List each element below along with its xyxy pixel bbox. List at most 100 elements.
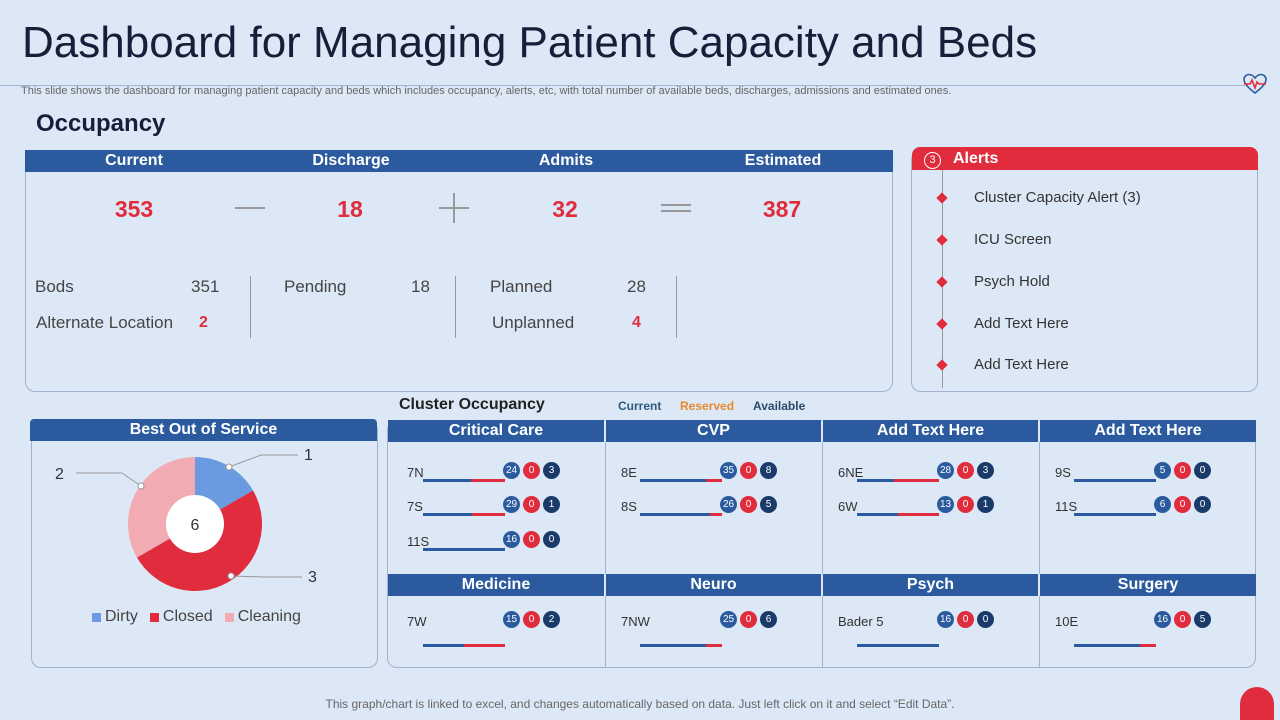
legend-swatch [92,612,101,622]
alerts-count-badge: 3 [924,152,941,169]
occupancy-progress-current [1074,644,1140,647]
occupancy-progress-current [857,513,898,516]
current-count-badge: 5 [1154,462,1171,479]
alert-item[interactable]: Add Text Here [974,315,1069,332]
reserved-count-badge: 0 [523,531,540,548]
estimated-value: 387 [762,196,802,222]
occupancy-progress-remaining [894,479,939,482]
cluster-divider [1039,596,1040,668]
discharge-value: 18 [337,196,363,222]
unit-label: 11S [407,534,430,549]
cluster-occupancy-title: Cluster Occupancy [399,396,545,413]
divider [455,276,456,338]
cluster-panel-title: Add Text Here [822,420,1038,442]
current-count-badge: 24 [503,462,520,479]
reserved-count-badge: 0 [1174,496,1191,513]
reserved-count-badge: 0 [523,462,540,479]
cluster-panel-title: CVP [605,420,821,442]
available-count-badge: 0 [1194,462,1211,479]
available-count-badge: 0 [543,531,560,548]
available-count-badge: 5 [760,496,777,513]
cluster-panel-title: Surgery [1039,574,1256,596]
alert-item[interactable]: ICU Screen [974,231,1052,248]
page-subtitle: This slide shows the dashboard for manag… [21,85,952,97]
admits-value: 32 [552,196,578,222]
unit-label: 7N [407,465,424,480]
alerts-header: 3 Alerts [912,147,1258,170]
current-count-badge: 28 [937,462,954,479]
occupancy-header: Current Discharge Admits Estimated [25,150,893,172]
pending-value: 18 [411,277,430,296]
alerts-panel [911,150,1258,392]
occupancy-heading: Occupancy [36,110,166,137]
callout-dot [225,463,233,471]
available-count-badge: 6 [760,611,777,628]
occupancy-progress-remaining [898,513,939,516]
unit-label: 6W [838,499,858,514]
page-title: Dashboard for Managing Patient Capacity … [22,18,1038,67]
reserved-count-badge: 0 [1174,611,1191,628]
beds-value: 351 [191,277,220,296]
occupancy-progress-remaining [706,644,722,647]
donut-chart[interactable]: 6 1 2 3 [40,445,370,600]
current-count-badge: 15 [503,611,520,628]
planned-label: Planned [490,277,553,296]
heartbeat-icon [1243,73,1267,95]
reserved-count-badge: 0 [1174,462,1191,479]
current-count-badge: 16 [1154,611,1171,628]
alternate-location-label: Alternate Location [36,313,174,332]
unplanned-value: 4 [632,314,641,331]
cluster-divider [822,442,823,574]
occupancy-progress-current [423,548,505,551]
unit-label: 7W [407,614,427,629]
cluster-divider [822,596,823,668]
occupancy-progress-current [857,479,894,482]
legend-label: Cleaning [237,608,301,625]
occupancy-col-admits: Admits [538,152,594,169]
current-count-badge: 13 [937,496,954,513]
cluster-panel-title: Critical Care [388,420,604,442]
occupancy-progress-remaining [710,513,722,516]
callout-line [228,454,262,468]
occupancy-progress-current [640,644,706,647]
unit-label: 6NE [838,465,864,480]
legend-item-cleaning: Cleaning [224,608,301,626]
beds-label: Bods [35,277,74,296]
title-divider [0,85,1245,86]
alert-item[interactable]: Psych Hold [974,273,1050,290]
occupancy-col-current: Current [105,152,163,169]
footer-note: This graph/chart is linked to excel, and… [325,697,955,711]
plus-icon [439,193,469,223]
callout-label-dirty: 1 [304,447,313,464]
occupancy-progress-current [857,644,939,647]
unit-label: 10E [1055,614,1079,629]
available-count-badge: 1 [543,496,560,513]
current-count-badge: 16 [937,611,954,628]
alternate-location-value: 2 [199,314,208,331]
cluster-occupancy-panel [387,420,1256,668]
available-count-badge: 8 [760,462,777,479]
current-count-badge: 16 [503,531,520,548]
planned-value: 28 [627,277,646,296]
reserved-count-badge: 0 [523,611,540,628]
legend-label: Closed [162,608,213,625]
legend-item-closed: Closed [149,608,213,626]
unplanned-label: Unplanned [492,313,575,332]
best-out-of-service-title: Best Out of Service [30,419,377,441]
alert-item[interactable]: Cluster Capacity Alert (3) [974,189,1141,206]
cluster-panel-title: Add Text Here [1039,420,1256,442]
current-count-badge: 35 [720,462,737,479]
alert-item[interactable]: Add Text Here [974,356,1069,373]
available-count-badge: 2 [543,611,560,628]
current-count-badge: 29 [503,496,520,513]
pending-label: Pending [284,277,347,296]
occupancy-progress-current [640,513,710,516]
cluster-divider [1039,442,1040,574]
occupancy-progress-remaining [706,479,722,482]
occupancy-panel [25,150,893,392]
cluster-divider [605,596,606,668]
current-count-badge: 6 [1154,496,1171,513]
equals-icon [661,204,691,212]
occupancy-col-discharge: Discharge [312,152,390,169]
available-count-badge: 5 [1194,611,1211,628]
